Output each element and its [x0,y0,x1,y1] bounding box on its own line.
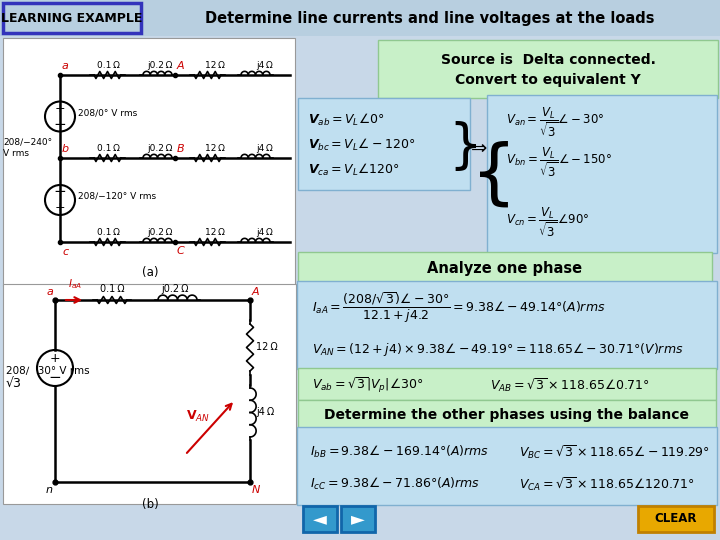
Text: j0.2 Ω: j0.2 Ω [148,61,173,70]
Text: 0.1 Ω: 0.1 Ω [96,61,120,70]
Text: $I_{aA}=\dfrac{(208/\sqrt{3})\angle -30°}{12.1+j4.2}=9.38\angle -49.14°(A)rms$: $I_{aA}=\dfrac{(208/\sqrt{3})\angle -30°… [312,291,606,325]
Text: $\Rightarrow$: $\Rightarrow$ [467,138,489,157]
Text: }: } [448,121,482,173]
Text: −: − [49,370,61,386]
Text: c: c [62,247,68,257]
Text: j4 Ω: j4 Ω [256,144,274,153]
FancyBboxPatch shape [3,284,296,504]
FancyBboxPatch shape [297,427,717,505]
FancyBboxPatch shape [638,506,714,532]
FancyBboxPatch shape [298,98,470,190]
FancyBboxPatch shape [3,3,141,33]
Text: ◄: ◄ [313,510,327,528]
Text: $V_{AB}=\sqrt{3}\times 118.65\angle 0.71°$: $V_{AB}=\sqrt{3}\times 118.65\angle 0.71… [490,376,649,394]
Text: A: A [252,287,260,297]
Text: $I_{cC}=9.38\angle -71.86°(A)rms$: $I_{cC}=9.38\angle -71.86°(A)rms$ [310,476,480,492]
Text: 208∕  30° V rms: 208∕ 30° V rms [6,365,89,375]
Text: $\boldsymbol{V}_{bc}=V_L\angle -120°$: $\boldsymbol{V}_{bc}=V_L\angle -120°$ [308,137,415,153]
Text: 12 Ω: 12 Ω [256,342,278,352]
Text: N: N [252,485,261,495]
Text: Source is  Delta connected.: Source is Delta connected. [441,53,655,67]
Text: 0.1 Ω: 0.1 Ω [96,144,120,153]
Text: 0.1 Ω: 0.1 Ω [99,284,125,294]
Text: 12 Ω: 12 Ω [205,61,225,70]
Text: j4 Ω: j4 Ω [256,407,274,417]
Text: $I_{bB}=9.38\angle -169.14°(A)rms$: $I_{bB}=9.38\angle -169.14°(A)rms$ [310,444,489,460]
Text: n: n [46,485,53,495]
Text: 208∕−240°
V rms: 208∕−240° V rms [3,138,52,158]
FancyBboxPatch shape [297,281,717,369]
Text: Analyze one phase: Analyze one phase [428,260,582,275]
Text: $\mathbf{V}_{AN}$: $\mathbf{V}_{AN}$ [186,409,210,424]
Text: 0.1 Ω: 0.1 Ω [96,228,120,237]
Text: −: − [53,184,66,199]
FancyBboxPatch shape [3,38,295,286]
Text: Determine the other phases using the balance: Determine the other phases using the bal… [325,408,690,422]
Text: 12 Ω: 12 Ω [205,144,225,153]
Text: (a): (a) [142,266,158,279]
Text: $V_{BC}=\sqrt{3}\times 118.65\angle -119.29°$: $V_{BC}=\sqrt{3}\times 118.65\angle -119… [519,443,710,461]
FancyBboxPatch shape [298,400,716,428]
Text: 12 Ω: 12 Ω [205,228,225,237]
Text: +: + [55,201,66,214]
FancyBboxPatch shape [487,95,717,253]
Text: 208∕0° V rms: 208∕0° V rms [78,108,138,117]
Text: $V_{cn}=\dfrac{V_L}{\sqrt{3}}\angle 90°$: $V_{cn}=\dfrac{V_L}{\sqrt{3}}\angle 90°$ [506,205,590,239]
Text: C: C [177,246,185,256]
FancyBboxPatch shape [0,0,720,36]
Text: j4 Ω: j4 Ω [256,61,274,70]
Text: (b): (b) [142,498,158,511]
Text: {: { [471,140,517,210]
Text: LEARNING EXAMPLE: LEARNING EXAMPLE [1,11,143,24]
Text: j0.2 Ω: j0.2 Ω [148,228,173,237]
Text: b: b [62,144,69,154]
Text: +: + [55,103,66,116]
Text: j4 Ω: j4 Ω [256,228,274,237]
Text: Determine line currents and line voltages at the loads: Determine line currents and line voltage… [205,10,654,25]
Text: ►: ► [351,510,365,528]
Text: √3: √3 [6,376,22,389]
Text: CLEAR: CLEAR [654,512,697,525]
Text: A: A [177,61,184,71]
Text: −: − [53,117,66,132]
FancyBboxPatch shape [341,506,375,532]
Text: $I_{aA}$: $I_{aA}$ [68,277,82,291]
FancyBboxPatch shape [298,252,712,282]
Text: $\boldsymbol{V}_{ca}=V_L\angle 120°$: $\boldsymbol{V}_{ca}=V_L\angle 120°$ [308,162,400,178]
Text: B: B [177,144,184,154]
Text: a: a [46,287,53,297]
Text: $V_{ab}=\sqrt{3}|V_p|\angle 30°$: $V_{ab}=\sqrt{3}|V_p|\angle 30°$ [312,375,423,395]
Text: 208∕−120° V rms: 208∕−120° V rms [78,192,156,200]
FancyBboxPatch shape [378,40,718,98]
Text: $V_{bn}=\dfrac{V_L}{\sqrt{3}}\angle -150°$: $V_{bn}=\dfrac{V_L}{\sqrt{3}}\angle -150… [506,145,612,179]
Text: +: + [50,353,60,366]
FancyBboxPatch shape [303,506,337,532]
Text: a: a [62,61,69,71]
Text: $\boldsymbol{V}_{ab}=V_L\angle 0°$: $\boldsymbol{V}_{ab}=V_L\angle 0°$ [308,112,384,128]
Text: j0.2 Ω: j0.2 Ω [148,144,173,153]
FancyBboxPatch shape [298,368,716,400]
Text: Convert to equivalent Y: Convert to equivalent Y [455,73,641,87]
Text: $V_{an}=\dfrac{V_L}{\sqrt{3}}\angle -30°$: $V_{an}=\dfrac{V_L}{\sqrt{3}}\angle -30°… [506,105,605,139]
Text: j0.2 Ω: j0.2 Ω [161,284,189,294]
Text: $V_{CA}=\sqrt{3}\times 118.65\angle 120.71°$: $V_{CA}=\sqrt{3}\times 118.65\angle 120.… [519,475,695,493]
Text: $V_{AN}=(12+j4)\times 9.38\angle -49.19°=118.65\angle -30.71°(V)rms$: $V_{AN}=(12+j4)\times 9.38\angle -49.19°… [312,341,683,359]
